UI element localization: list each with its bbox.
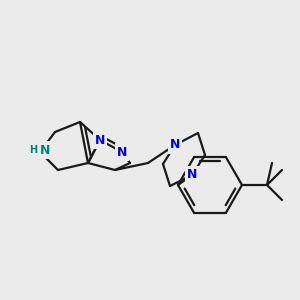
Text: N: N: [117, 146, 127, 158]
Text: N: N: [170, 139, 180, 152]
Text: N: N: [95, 134, 105, 146]
Text: H: H: [29, 145, 37, 155]
Text: N: N: [187, 169, 197, 182]
Text: N: N: [40, 143, 50, 157]
